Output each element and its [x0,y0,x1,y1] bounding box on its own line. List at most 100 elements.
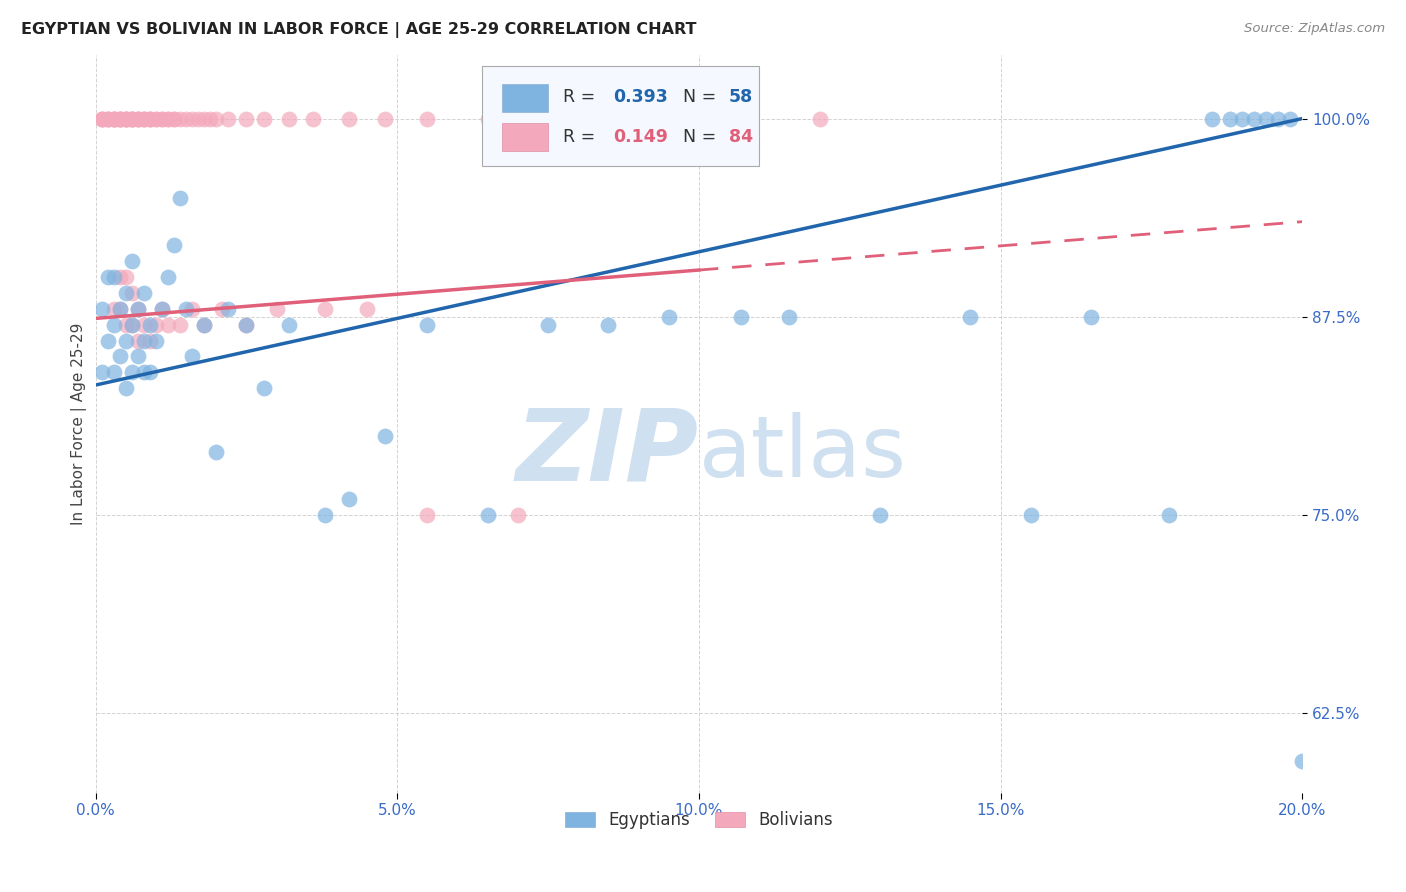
Point [193,318,215,332]
Point [90,301,112,316]
Point [266,301,288,316]
Point [253,381,276,395]
Point [108,112,131,126]
Point [200,112,222,126]
Point [90,112,112,126]
Point [108,270,131,285]
Point [114,112,136,126]
Point [337,112,360,126]
Point [169,191,191,205]
Point [139,318,162,332]
Legend: Egyptians, Bolivians: Egyptians, Bolivians [558,805,839,836]
Point [121,286,143,301]
Point [163,238,186,252]
Point [356,301,378,316]
Point [301,112,323,126]
Point [959,310,981,324]
Point [477,508,499,522]
Point [108,112,131,126]
Text: R =: R = [562,88,600,106]
Point [121,318,143,332]
FancyBboxPatch shape [502,123,548,151]
Text: 0.149: 0.149 [613,128,668,146]
Point [103,112,125,126]
Point [139,112,162,126]
Point [1159,508,1181,522]
Point [90,112,112,126]
Point [1279,112,1302,126]
Text: R =: R = [562,128,600,146]
Point [416,508,439,522]
Point [132,112,155,126]
FancyBboxPatch shape [482,66,759,166]
Point [416,112,439,126]
Point [1254,112,1277,126]
Point [97,334,120,348]
Point [114,318,136,332]
Point [97,112,120,126]
Point [217,112,239,126]
Point [156,318,179,332]
Point [145,318,167,332]
Text: 84: 84 [730,128,754,146]
Point [139,334,162,348]
Point [174,301,197,316]
Point [181,301,204,316]
Point [730,310,752,324]
Point [127,350,149,364]
Point [150,112,173,126]
Point [374,429,396,443]
Point [103,318,125,332]
Point [174,112,197,126]
Point [537,318,560,332]
Point [181,350,204,364]
Text: N =: N = [683,128,721,146]
Text: 58: 58 [730,88,754,106]
Point [108,112,131,126]
FancyBboxPatch shape [502,84,548,112]
Point [114,112,136,126]
Point [97,270,120,285]
Point [506,508,529,522]
Point [598,318,620,332]
Point [1201,112,1223,126]
Point [132,112,155,126]
Text: ZIP: ZIP [516,405,699,502]
Point [114,334,136,348]
Point [658,310,681,324]
Point [477,112,499,126]
Point [132,286,155,301]
Point [127,334,149,348]
Point [121,112,143,126]
Point [145,112,167,126]
Point [187,112,209,126]
Point [132,365,155,379]
Text: EGYPTIAN VS BOLIVIAN IN LABOR FORCE | AGE 25-29 CORRELATION CHART: EGYPTIAN VS BOLIVIAN IN LABOR FORCE | AG… [21,22,696,38]
Text: atlas: atlas [699,412,907,495]
Point [139,112,162,126]
Point [108,301,131,316]
Point [145,334,167,348]
Point [114,112,136,126]
Point [108,350,131,364]
Point [277,112,299,126]
Point [235,112,257,126]
Point [277,318,299,332]
Point [103,112,125,126]
Point [205,444,228,458]
Point [108,301,131,316]
Point [416,318,439,332]
Text: 0.393: 0.393 [613,88,668,106]
Text: Source: ZipAtlas.com: Source: ZipAtlas.com [1244,22,1385,36]
Point [1080,310,1102,324]
Point [114,286,136,301]
Point [97,112,120,126]
Point [114,270,136,285]
Point [121,365,143,379]
Point [1291,754,1313,768]
Point [121,254,143,268]
Point [374,112,396,126]
Point [169,112,191,126]
Point [139,365,162,379]
Point [132,112,155,126]
